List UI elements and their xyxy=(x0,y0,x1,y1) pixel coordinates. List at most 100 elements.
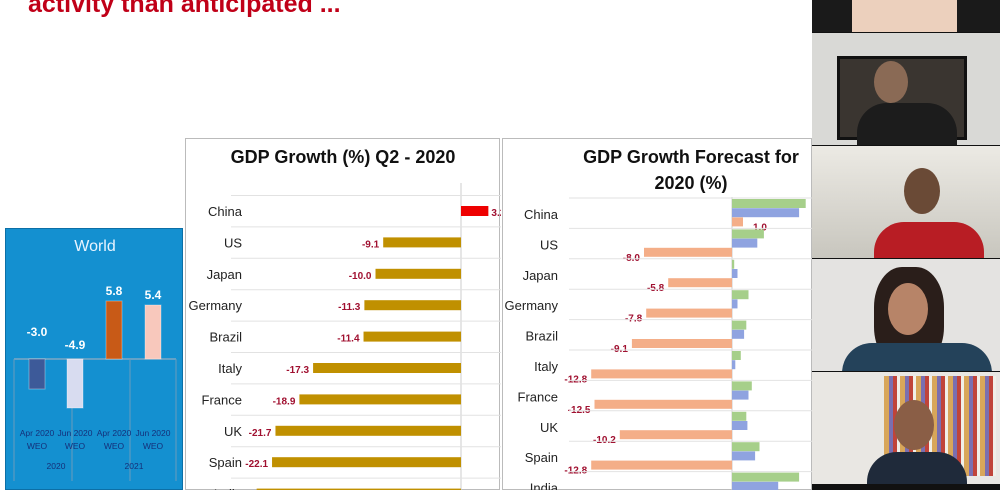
q2-category-label: Italy xyxy=(218,361,242,376)
forecast-bar xyxy=(591,369,732,379)
forecast-category-label: Brazil xyxy=(525,329,558,344)
forecast-data-label: -8.0 xyxy=(623,253,641,264)
q2-data-label: 3.2 xyxy=(491,208,501,219)
forecast-category-label: UK xyxy=(540,420,558,435)
video-tile-top[interactable] xyxy=(812,0,1000,32)
forecast-bar xyxy=(732,472,800,482)
forecast-category-label: France xyxy=(518,389,558,404)
forecast-bar xyxy=(732,208,800,218)
world-category-label: WEO xyxy=(143,441,164,451)
q2-bar xyxy=(256,488,461,490)
participant-video-panel xyxy=(812,0,1000,490)
world-chart-title: World xyxy=(74,238,116,255)
world-bar xyxy=(144,304,162,360)
world-category-label: Jun 2020 xyxy=(58,428,93,438)
forecast-bar xyxy=(732,451,756,461)
q2-bar xyxy=(299,394,461,405)
video-tile-participant-2[interactable] xyxy=(812,146,1000,258)
presentation-slide: activity than anticipated ... World -3.0… xyxy=(5,0,812,490)
video-tile-participant-1[interactable] xyxy=(812,33,1000,145)
world-data-label: -3.0 xyxy=(27,325,48,339)
forecast-bar xyxy=(732,481,779,490)
forecast-category-label: Spain xyxy=(525,450,558,465)
gdp-q2-chart-svg: GDP Growth (%) Q2 - 2020 China 3.2 US -9.1 J… xyxy=(189,147,506,490)
q2-bar xyxy=(383,237,461,248)
forecast-category-label: Germany xyxy=(505,298,559,313)
gdp-q2-chart: GDP Growth (%) Q2 - 2020 China 3.2 US -9.1 J… xyxy=(185,138,506,490)
forecast-bar xyxy=(732,442,760,452)
forecast-bar xyxy=(644,247,732,257)
forecast-bar xyxy=(732,199,806,208)
forecast-bar xyxy=(646,308,732,318)
q2-category-label: Spain xyxy=(209,455,242,470)
world-group-label: 2020 xyxy=(47,461,66,471)
q2-bar xyxy=(375,268,461,279)
gdp-forecast-title-line-1: GDP Growth Forecast for xyxy=(583,147,799,167)
forecast-bar xyxy=(732,329,745,339)
forecast-bar xyxy=(732,421,748,430)
world-bar xyxy=(105,300,123,360)
forecast-data-label: 1.0 xyxy=(753,222,767,233)
forecast-bar xyxy=(732,217,743,227)
q2-category-label: India xyxy=(214,487,243,490)
forecast-bar xyxy=(732,360,736,370)
q2-data-label: -11.3 xyxy=(338,302,361,313)
q2-bar xyxy=(461,206,489,216)
forecast-bar xyxy=(631,339,732,348)
forecast-category-label: US xyxy=(540,237,558,252)
forecast-bar xyxy=(732,320,747,330)
q2-bar xyxy=(275,425,461,436)
gdp-forecast-chart-svg: GDP Growth Forecast for 2020 (%) China 1.… xyxy=(505,147,812,490)
world-group-label: 2021 xyxy=(125,461,144,471)
forecast-category-label: Italy xyxy=(534,359,558,374)
q2-bar xyxy=(363,331,461,342)
forecast-bar xyxy=(732,229,764,239)
forecast-bar xyxy=(591,460,732,470)
q2-category-label: UK xyxy=(224,424,242,439)
forecast-bar xyxy=(732,238,758,248)
q2-category-label: China xyxy=(208,204,243,219)
video-tile-participant-4[interactable] xyxy=(812,372,1000,484)
q2-bar xyxy=(272,457,461,468)
q2-bar xyxy=(364,300,461,311)
gdp-forecast-chart: GDP Growth Forecast for 2020 (%) China 1.… xyxy=(502,138,812,490)
q2-data-label: -18.9 xyxy=(273,396,296,407)
world-data-label: -4.9 xyxy=(65,338,86,352)
world-data-label: 5.8 xyxy=(106,284,123,298)
q2-bar xyxy=(313,363,461,373)
q2-category-label: US xyxy=(224,235,242,250)
video-tile-participant-3[interactable] xyxy=(812,259,1000,371)
world-chart-svg: World -3.0 Apr 2020 WEO -4.9 Jun 2020 WEO 5.8 A… xyxy=(13,238,177,481)
q2-category-label: Japan xyxy=(207,267,242,282)
world-category-label: WEO xyxy=(27,441,48,451)
forecast-category-label: Japan xyxy=(523,268,558,283)
forecast-category-label: India xyxy=(530,481,559,490)
slide-title: activity than anticipated ... xyxy=(28,0,341,18)
forecast-bar xyxy=(619,430,732,440)
q2-data-label: -10.0 xyxy=(349,271,372,282)
gdp-forecast-title-line-2: 2020 (%) xyxy=(654,173,727,193)
forecast-bar xyxy=(732,381,752,391)
forecast-bar xyxy=(732,351,741,360)
world-category-label: WEO xyxy=(65,441,86,451)
world-bar xyxy=(28,358,46,390)
world-data-label: 5.4 xyxy=(145,288,162,302)
forecast-bar xyxy=(668,278,732,288)
q2-category-label: Brazil xyxy=(209,330,242,345)
q2-data-label: -9.1 xyxy=(362,239,380,250)
q2-data-label: -17.3 xyxy=(286,365,309,376)
world-category-label: Jun 2020 xyxy=(136,428,171,438)
q2-category-label: France xyxy=(202,392,242,407)
forecast-bar xyxy=(594,399,732,409)
forecast-bar xyxy=(732,411,747,421)
q2-data-label: -21.7 xyxy=(249,428,272,439)
q2-category-label: Germany xyxy=(189,298,243,313)
world-category-label: Apr 2020 xyxy=(97,428,132,438)
gdp-q2-chart-title: GDP Growth (%) Q2 - 2020 xyxy=(231,147,456,167)
q2-data-label: -22.1 xyxy=(245,459,268,470)
forecast-bar xyxy=(732,390,749,400)
forecast-bar xyxy=(732,299,738,309)
q2-data-label: -11.4 xyxy=(337,334,360,345)
world-category-label: Apr 2020 xyxy=(20,428,55,438)
world-chart: World -3.0 Apr 2020 WEO -4.9 Jun 2020 WEO 5.8 A… xyxy=(5,228,183,490)
